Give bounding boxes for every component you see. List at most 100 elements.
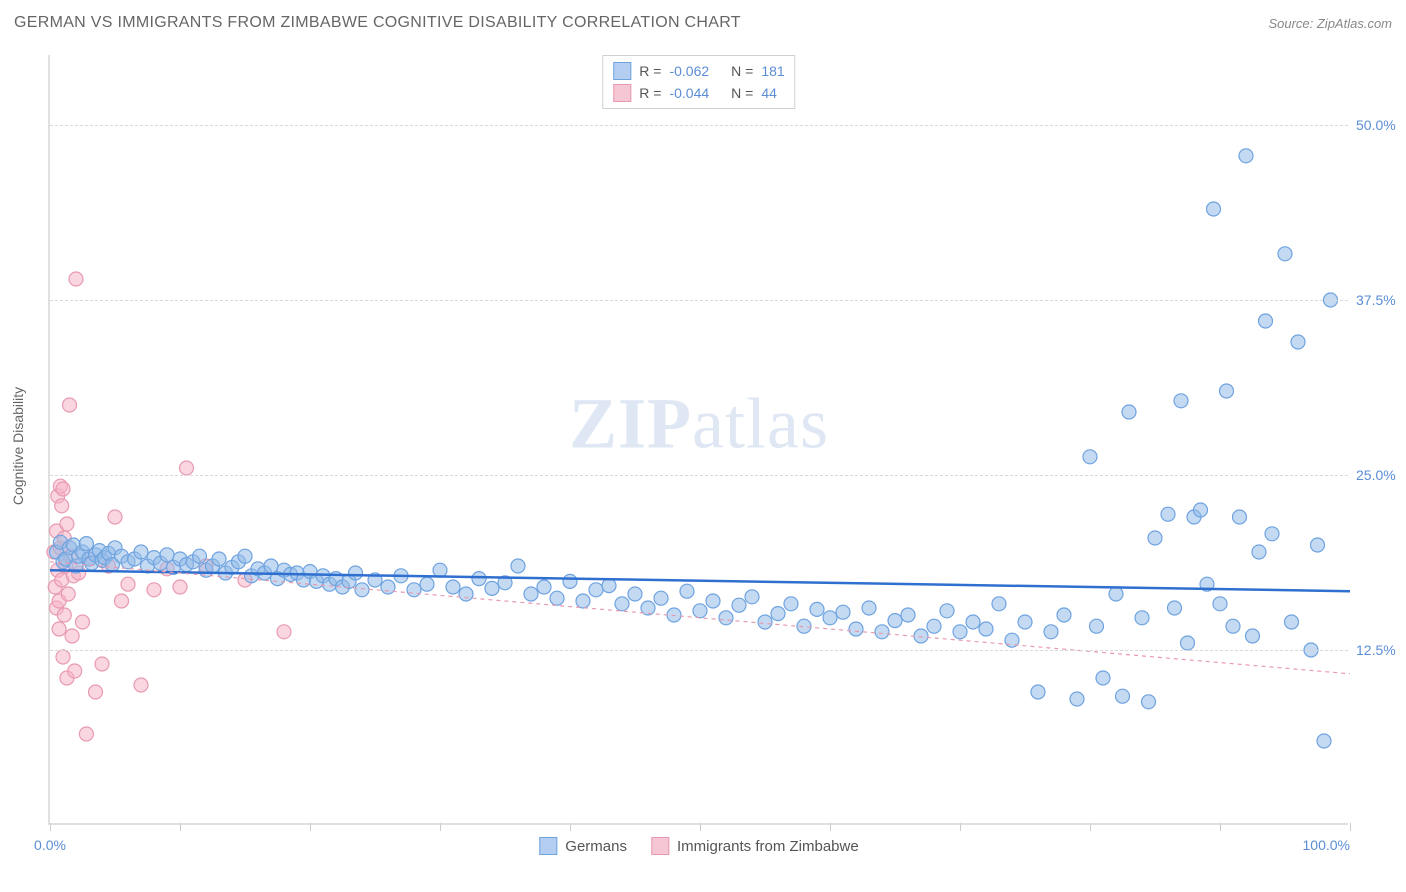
data-point-germans xyxy=(1239,149,1253,163)
data-point-germans xyxy=(1018,615,1032,629)
data-point-germans xyxy=(732,598,746,612)
data-point-germans xyxy=(940,604,954,618)
data-point-germans xyxy=(810,602,824,616)
data-point-germans xyxy=(1142,695,1156,709)
data-point-germans xyxy=(628,587,642,601)
y-tick-label: 12.5% xyxy=(1356,642,1406,658)
r-label: R = xyxy=(639,63,661,79)
data-point-germans xyxy=(589,583,603,597)
data-point-zimbabwe xyxy=(65,629,79,643)
gridline xyxy=(50,125,1348,126)
swatch-germans xyxy=(539,837,557,855)
data-point-germans xyxy=(1311,538,1325,552)
data-point-germans xyxy=(836,605,850,619)
data-point-germans xyxy=(745,590,759,604)
plot-area: ZIPatlas R = -0.062 N = 181 R = -0.044 N… xyxy=(48,55,1348,825)
data-point-zimbabwe xyxy=(57,608,71,622)
data-point-zimbabwe xyxy=(115,594,129,608)
x-tick xyxy=(50,823,51,831)
x-tick xyxy=(440,823,441,831)
data-point-zimbabwe xyxy=(180,461,194,475)
data-point-germans xyxy=(1285,615,1299,629)
bottom-legend: Germans Immigrants from Zimbabwe xyxy=(539,837,858,855)
x-tick xyxy=(180,823,181,831)
data-point-zimbabwe xyxy=(95,657,109,671)
data-point-germans xyxy=(537,580,551,594)
data-point-zimbabwe xyxy=(79,727,93,741)
data-point-germans xyxy=(485,581,499,595)
data-point-germans xyxy=(823,611,837,625)
data-point-germans xyxy=(914,629,928,643)
data-point-germans xyxy=(1161,507,1175,521)
x-tick xyxy=(960,823,961,831)
data-point-germans xyxy=(1083,450,1097,464)
r-label: R = xyxy=(639,85,661,101)
data-point-germans xyxy=(1148,531,1162,545)
data-point-germans xyxy=(1291,335,1305,349)
data-point-germans xyxy=(797,619,811,633)
data-point-germans xyxy=(1226,619,1240,633)
data-point-germans xyxy=(1135,611,1149,625)
gridline xyxy=(50,475,1348,476)
y-tick-label: 37.5% xyxy=(1356,292,1406,308)
data-point-germans xyxy=(1116,689,1130,703)
data-point-germans xyxy=(459,587,473,601)
y-tick-label: 50.0% xyxy=(1356,117,1406,133)
data-point-germans xyxy=(875,625,889,639)
data-point-zimbabwe xyxy=(68,664,82,678)
x-tick-label-right: 100.0% xyxy=(1303,837,1350,853)
legend-item-germans: Germans xyxy=(539,837,627,855)
data-point-germans xyxy=(420,577,434,591)
data-point-germans xyxy=(160,548,174,562)
chart-title: GERMAN VS IMMIGRANTS FROM ZIMBABWE COGNI… xyxy=(14,14,741,32)
data-point-zimbabwe xyxy=(60,517,74,531)
data-point-germans xyxy=(550,591,564,605)
data-point-germans xyxy=(862,601,876,615)
data-point-zimbabwe xyxy=(121,577,135,591)
data-point-germans xyxy=(264,559,278,573)
n-label: N = xyxy=(731,85,753,101)
data-point-germans xyxy=(1181,636,1195,650)
data-point-germans xyxy=(615,597,629,611)
y-axis-label: Cognitive Disability xyxy=(10,387,26,505)
x-tick xyxy=(1350,823,1351,831)
data-point-germans xyxy=(992,597,1006,611)
scatter-svg xyxy=(50,55,1348,823)
x-tick xyxy=(1090,823,1091,831)
n-label: N = xyxy=(731,63,753,79)
data-point-germans xyxy=(212,552,226,566)
data-point-germans xyxy=(524,587,538,601)
data-point-germans xyxy=(927,619,941,633)
stats-legend: R = -0.062 N = 181 R = -0.044 N = 44 xyxy=(602,55,795,109)
data-point-germans xyxy=(134,545,148,559)
data-point-germans xyxy=(472,572,486,586)
x-tick xyxy=(700,823,701,831)
data-point-germans xyxy=(901,608,915,622)
n-value: 181 xyxy=(761,63,784,79)
data-point-germans xyxy=(979,622,993,636)
data-point-germans xyxy=(1031,685,1045,699)
data-point-germans xyxy=(1168,601,1182,615)
data-point-germans xyxy=(719,611,733,625)
data-point-germans xyxy=(1194,503,1208,517)
data-point-zimbabwe xyxy=(76,615,90,629)
chart-header: GERMAN VS IMMIGRANTS FROM ZIMBABWE COGNI… xyxy=(14,14,1392,32)
data-point-zimbabwe xyxy=(55,499,69,513)
data-point-germans xyxy=(407,583,421,597)
data-point-zimbabwe xyxy=(52,622,66,636)
x-tick xyxy=(1220,823,1221,831)
data-point-germans xyxy=(1278,247,1292,261)
data-point-germans xyxy=(1122,405,1136,419)
r-value: -0.062 xyxy=(669,63,709,79)
x-tick-label-left: 0.0% xyxy=(34,837,66,853)
data-point-germans xyxy=(1070,692,1084,706)
data-point-zimbabwe xyxy=(56,650,70,664)
data-point-germans xyxy=(966,615,980,629)
data-point-germans xyxy=(193,549,207,563)
data-point-germans xyxy=(511,559,525,573)
data-point-germans xyxy=(576,594,590,608)
x-tick xyxy=(830,823,831,831)
data-point-germans xyxy=(1246,629,1260,643)
legend-label: Immigrants from Zimbabwe xyxy=(677,838,859,855)
data-point-zimbabwe xyxy=(147,583,161,597)
